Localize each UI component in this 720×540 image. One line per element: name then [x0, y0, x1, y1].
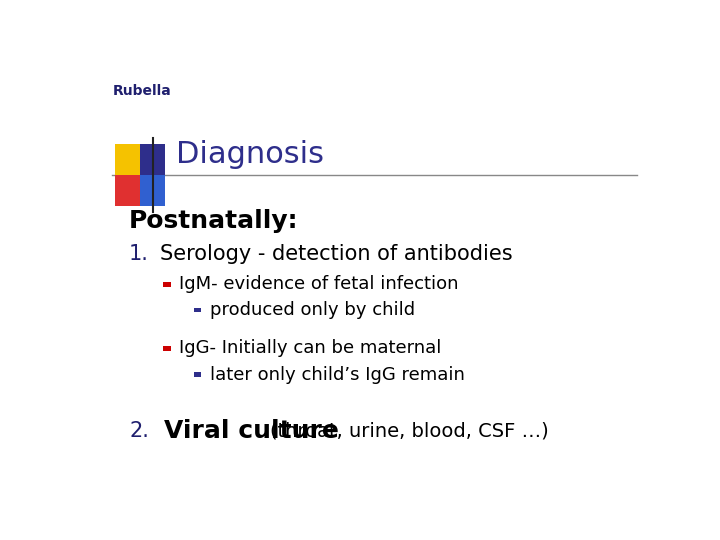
Text: later only child’s IgG remain: later only child’s IgG remain: [210, 366, 465, 383]
Text: Rubella: Rubella: [112, 84, 171, 98]
Text: (throat, urine, blood, CSF …): (throat, urine, blood, CSF …): [270, 421, 549, 440]
Text: 2.: 2.: [129, 421, 149, 441]
Bar: [140, 144, 166, 175]
Text: 1.: 1.: [129, 244, 149, 264]
Bar: [115, 175, 140, 206]
Bar: [194, 372, 202, 377]
Bar: [140, 175, 166, 206]
Text: Diagnosis: Diagnosis: [176, 140, 325, 168]
Bar: [163, 281, 171, 287]
Text: IgM- evidence of fetal infection: IgM- evidence of fetal infection: [179, 275, 459, 293]
Text: Postnatally:: Postnatally:: [129, 209, 299, 233]
Text: Viral culture: Viral culture: [164, 418, 348, 443]
Bar: [163, 346, 171, 351]
Text: produced only by child: produced only by child: [210, 301, 415, 319]
Text: Serology - detection of antibodies: Serology - detection of antibodies: [160, 244, 513, 264]
Text: IgG- Initially can be maternal: IgG- Initially can be maternal: [179, 339, 441, 357]
Bar: [115, 144, 140, 175]
Bar: [194, 308, 202, 313]
